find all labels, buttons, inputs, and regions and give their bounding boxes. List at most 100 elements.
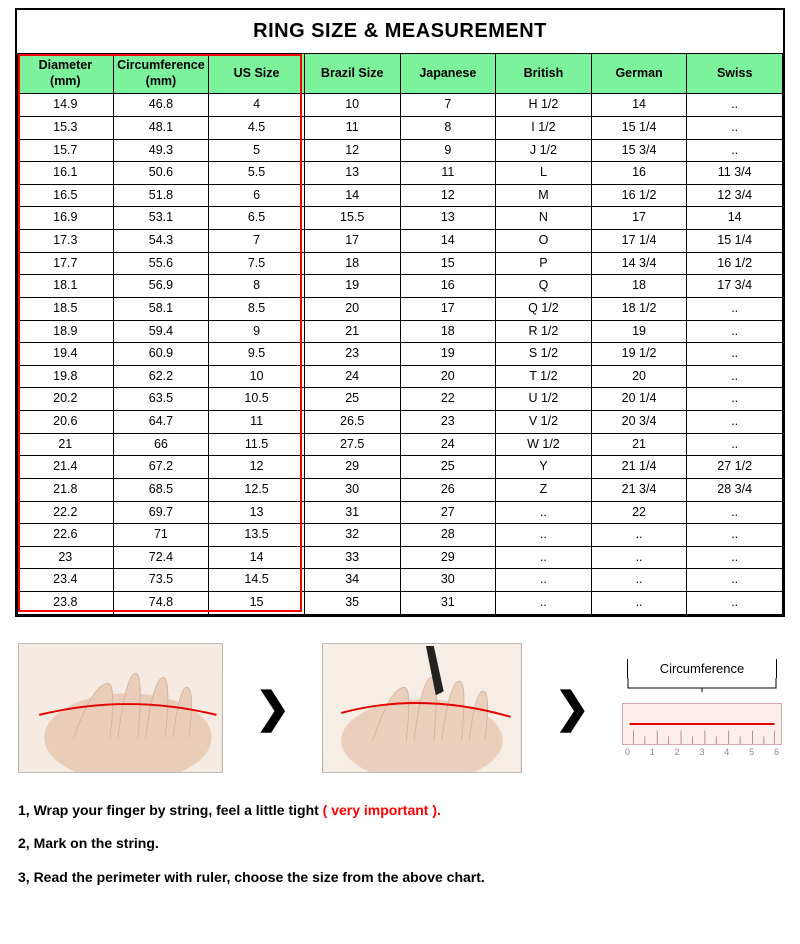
table-cell: 54.3 bbox=[113, 230, 209, 253]
table-row: 23.874.8153531...... bbox=[18, 592, 783, 615]
table-cell: 15 1/4 bbox=[591, 116, 687, 139]
table-cell: 11 bbox=[400, 162, 496, 185]
table-cell: 16 1/2 bbox=[591, 184, 687, 207]
table-cell: 9.5 bbox=[209, 343, 305, 366]
instruction-1-emphasis: ( very important ). bbox=[323, 802, 441, 818]
table-cell: 16 bbox=[400, 275, 496, 298]
table-cell: 18 bbox=[591, 275, 687, 298]
table-cell: 8.5 bbox=[209, 297, 305, 320]
table-cell: 13 bbox=[209, 501, 305, 524]
table-cell: 14 3/4 bbox=[591, 252, 687, 275]
table-cell: 15 1/4 bbox=[687, 230, 783, 253]
table-cell: 20.6 bbox=[18, 411, 114, 434]
table-cell: 29 bbox=[304, 456, 400, 479]
table-cell: 67.2 bbox=[113, 456, 209, 479]
circumference-label: Circumference bbox=[627, 659, 777, 678]
table-cell: 7.5 bbox=[209, 252, 305, 275]
table-cell: 17 bbox=[591, 207, 687, 230]
table-cell: .. bbox=[687, 592, 783, 615]
arrow-icon: ❯ bbox=[255, 683, 290, 732]
table-cell: 64.7 bbox=[113, 411, 209, 434]
table-cell: 23.4 bbox=[18, 569, 114, 592]
table-cell: 8 bbox=[209, 275, 305, 298]
table-cell: V 1/2 bbox=[496, 411, 592, 434]
table-cell: 12 bbox=[304, 139, 400, 162]
table-cell: 13.5 bbox=[209, 524, 305, 547]
table-cell: 17 bbox=[304, 230, 400, 253]
table-cell: 17 1/4 bbox=[591, 230, 687, 253]
table-cell: 14 bbox=[209, 546, 305, 569]
hand-string-icon bbox=[19, 644, 222, 772]
table-cell: 7 bbox=[400, 94, 496, 117]
table-cell: 46.8 bbox=[113, 94, 209, 117]
table-cell: 14.5 bbox=[209, 569, 305, 592]
column-header: Swiss bbox=[687, 54, 783, 94]
table-row: 16.551.861412M16 1/212 3/4 bbox=[18, 184, 783, 207]
table-cell: 73.5 bbox=[113, 569, 209, 592]
table-cell: 27 bbox=[400, 501, 496, 524]
table-cell: 50.6 bbox=[113, 162, 209, 185]
table-cell: 14 bbox=[591, 94, 687, 117]
table-cell: 29 bbox=[400, 546, 496, 569]
arrow-icon: ❯ bbox=[555, 683, 590, 732]
table-cell: .. bbox=[591, 592, 687, 615]
table-cell: 12 3/4 bbox=[687, 184, 783, 207]
table-cell: 15.3 bbox=[18, 116, 114, 139]
table-cell: 13 bbox=[400, 207, 496, 230]
table-cell: L bbox=[496, 162, 592, 185]
table-cell: 21 bbox=[304, 320, 400, 343]
table-row: 22.269.7133127..22.. bbox=[18, 501, 783, 524]
ruler-tick-label: 2 bbox=[675, 747, 680, 757]
table-cell: .. bbox=[687, 433, 783, 456]
page-title: RING SIZE & MEASUREMENT bbox=[17, 10, 783, 53]
table-cell: 12 bbox=[209, 456, 305, 479]
table-cell: 10 bbox=[209, 365, 305, 388]
table-cell: O bbox=[496, 230, 592, 253]
table-cell: .. bbox=[687, 116, 783, 139]
table-cell: .. bbox=[591, 569, 687, 592]
table-cell: 24 bbox=[304, 365, 400, 388]
table-cell: 15 bbox=[209, 592, 305, 615]
table-cell: 17 bbox=[400, 297, 496, 320]
bracket-icon bbox=[622, 678, 782, 692]
table-cell: 9 bbox=[209, 320, 305, 343]
table-cell: 21.8 bbox=[18, 478, 114, 501]
step3-image: Circumference 0123456 bbox=[622, 659, 782, 757]
table-cell: 18.1 bbox=[18, 275, 114, 298]
table-cell: 27 1/2 bbox=[687, 456, 783, 479]
table-cell: .. bbox=[496, 524, 592, 547]
table-row: 15.348.14.5118I 1/215 1/4.. bbox=[18, 116, 783, 139]
table-cell: 16 bbox=[591, 162, 687, 185]
table-cell: 16.5 bbox=[18, 184, 114, 207]
table-cell: 53.1 bbox=[113, 207, 209, 230]
ruler-tick-label: 3 bbox=[699, 747, 704, 757]
step1-image bbox=[18, 643, 223, 773]
table-cell: I 1/2 bbox=[496, 116, 592, 139]
table-cell: 17.7 bbox=[18, 252, 114, 275]
table-cell: 35 bbox=[304, 592, 400, 615]
table-cell: 59.4 bbox=[113, 320, 209, 343]
table-cell: 74.8 bbox=[113, 592, 209, 615]
table-cell: 15 bbox=[400, 252, 496, 275]
table-cell: Q bbox=[496, 275, 592, 298]
instruction-images-row: ❯ ❯ Circumference 0123456 bbox=[18, 643, 782, 773]
table-cell: 22.2 bbox=[18, 501, 114, 524]
table-row: 15.749.35129J 1/215 3/4.. bbox=[18, 139, 783, 162]
table-row: 2372.4143329...... bbox=[18, 546, 783, 569]
table-cell: 16 1/2 bbox=[687, 252, 783, 275]
table-cell: 27.5 bbox=[304, 433, 400, 456]
column-header: British bbox=[496, 54, 592, 94]
table-cell: 33 bbox=[304, 546, 400, 569]
table-cell: .. bbox=[687, 501, 783, 524]
table-cell: 19.4 bbox=[18, 343, 114, 366]
table-row: 16.953.16.515.513N1714 bbox=[18, 207, 783, 230]
column-header: German bbox=[591, 54, 687, 94]
ruler-tick-label: 1 bbox=[650, 747, 655, 757]
table-row: 17.755.67.51815P14 3/416 1/2 bbox=[18, 252, 783, 275]
table-cell: W 1/2 bbox=[496, 433, 592, 456]
ring-size-table: Diameter(mm)Circumference(mm)US SizeBraz… bbox=[17, 53, 783, 615]
table-cell: 12 bbox=[400, 184, 496, 207]
table-cell: N bbox=[496, 207, 592, 230]
column-header: US Size bbox=[209, 54, 305, 94]
ruler-tick-label: 0 bbox=[625, 747, 630, 757]
